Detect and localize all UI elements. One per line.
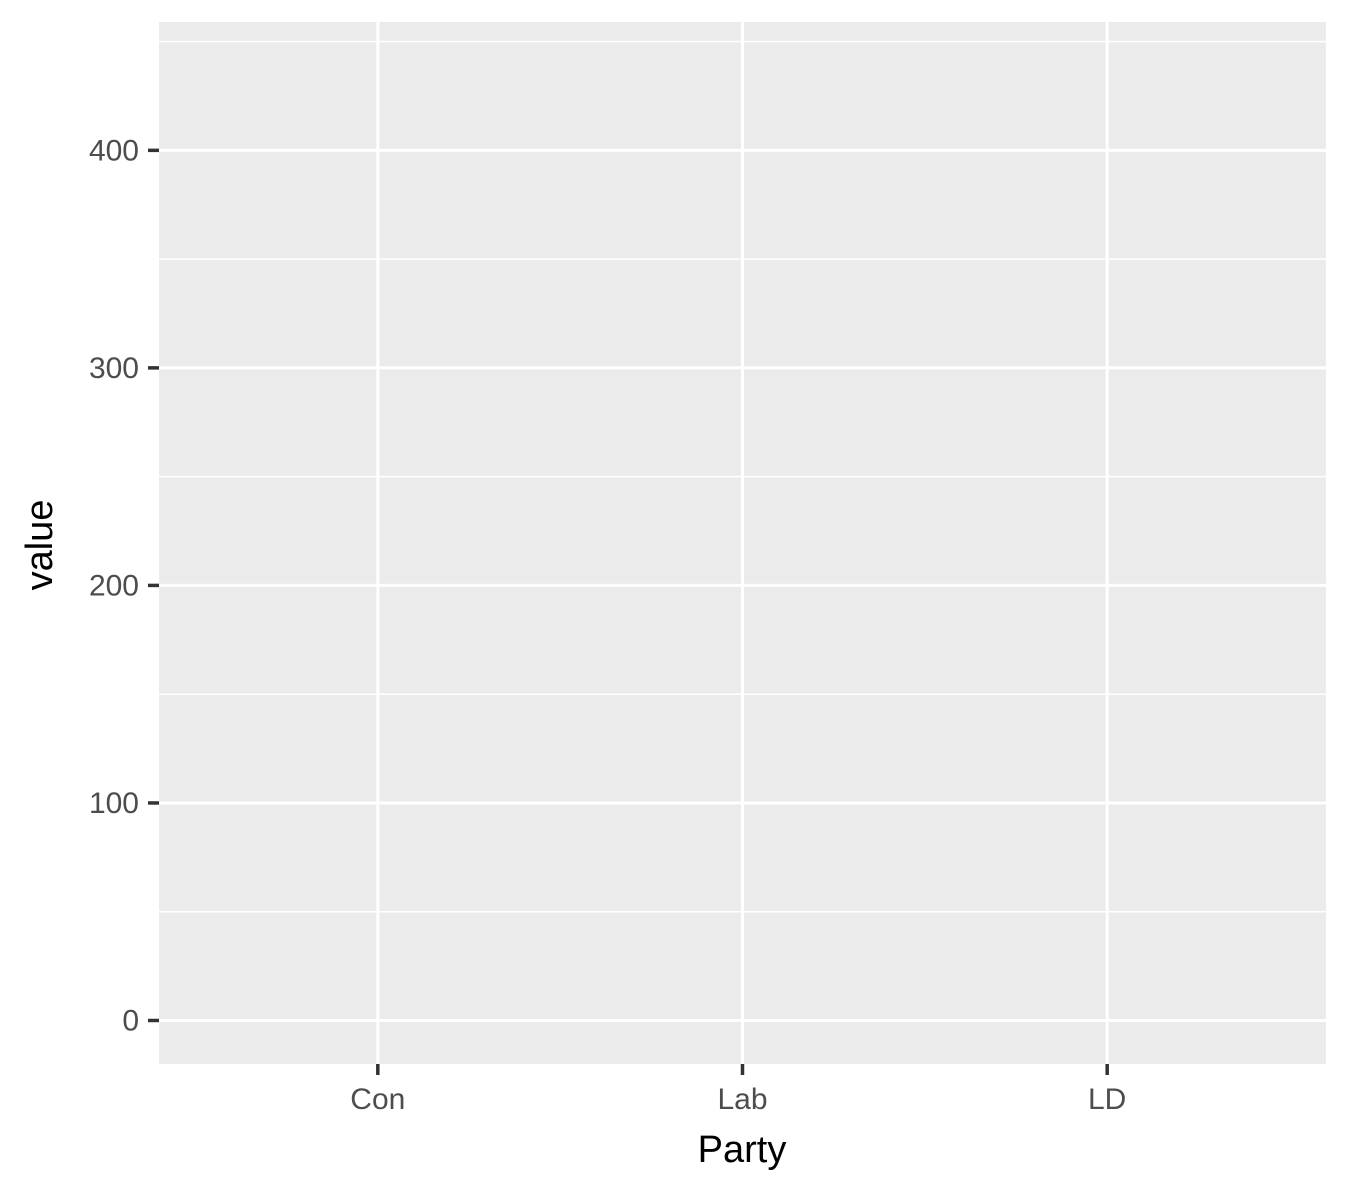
y-tick-label: 400 [89, 134, 139, 167]
y-tick-label: 200 [89, 569, 139, 602]
y-tick-label: 0 [122, 1004, 139, 1037]
y-axis-title: value [19, 500, 61, 591]
x-tick-label: LD [1088, 1083, 1126, 1116]
y-tick-label: 100 [89, 787, 139, 820]
x-tick-label: Lab [717, 1083, 767, 1116]
x-tick-label: Con [350, 1083, 405, 1116]
x-axis-title: Party [698, 1129, 787, 1171]
y-tick-label: 300 [89, 352, 139, 385]
